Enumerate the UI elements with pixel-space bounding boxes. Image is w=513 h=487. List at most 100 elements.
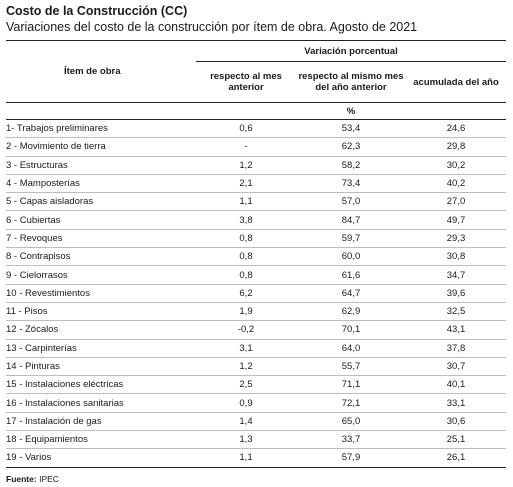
annual-value-cell: 61,6	[296, 265, 406, 285]
item-name-cell: 19 - Varios	[6, 448, 196, 468]
cumulative-variation-header: acumulada del año	[413, 76, 499, 88]
cumulative-value-cell: 29,8	[406, 137, 507, 157]
annual-value-cell: 33,7	[296, 430, 406, 449]
monthly-value-cell: 0,6	[196, 118, 296, 138]
table-row: 11 - Pisos 1,9 62,9 32,5	[6, 301, 507, 321]
item-name-cell: 10 - Revestimientos	[6, 283, 196, 303]
cumulative-value-cell: 25,1	[406, 430, 507, 449]
cumulative-value-cell: 30,2	[406, 155, 507, 175]
table-row: 18 - Equipamientos 1,3 33,7 25,1	[6, 430, 507, 449]
item-name-cell: 6 - Cubiertas	[6, 210, 196, 230]
table-row: 5 - Capas aisladoras 1,1 57,0 27,0	[6, 192, 507, 211]
table-row: 6 - Cubiertas 3,8 84,7 49,7	[6, 210, 507, 230]
item-name-cell: 14 - Pinturas	[6, 356, 196, 376]
table-row: 15 - Instalaciones eléctricas 2,5 71,1 40,1	[6, 375, 507, 394]
annual-value-cell: 57,9	[296, 448, 406, 468]
table-row: 13 - Carpinterías 3,1 64,0 37,8	[6, 338, 507, 358]
monthly-value-cell: -	[196, 137, 296, 157]
source-note: Fuente: IPEC	[6, 474, 507, 484]
cumulative-value-cell: 24,6	[406, 118, 507, 138]
annual-value-cell: 58,2	[296, 155, 406, 175]
item-name-cell: 18 - Equipamientos	[6, 430, 196, 449]
cumulative-value-cell: 40,2	[406, 173, 507, 193]
table-row: 9 - Cielorrasos 0,8 61,6 34,7	[6, 265, 507, 285]
source-value: IPEC	[39, 473, 59, 484]
monthly-value-cell: -0,2	[196, 320, 296, 340]
cost-variation-table: Ítem de obra Variación porcentual respec…	[6, 40, 507, 468]
annual-value-cell: 73,4	[296, 173, 406, 193]
monthly-value-cell: 6,2	[196, 283, 296, 303]
annual-value-cell: 62,3	[296, 137, 406, 157]
variation-group-header: Variación porcentual	[196, 40, 507, 62]
item-name-cell: 3 - Estructuras	[6, 155, 196, 175]
table-row: 12 - Zócalos -0,2 70,1 43,1	[6, 320, 507, 340]
annual-value-cell: 55,7	[296, 356, 406, 376]
cumulative-value-cell: 26,1	[406, 448, 507, 468]
monthly-value-cell: 1,9	[196, 301, 296, 321]
monthly-value-cell: 3,8	[196, 210, 296, 230]
monthly-variation-header: respecto al mes anterior	[210, 71, 282, 93]
item-name-cell: 5 - Capas aisladoras	[6, 192, 196, 211]
monthly-value-cell: 1,1	[196, 192, 296, 211]
item-name-cell: 9 - Cielorrasos	[6, 265, 196, 285]
table-body: 1- Trabajos preliminares 0,6 53,4 24,6 2 - M…	[6, 118, 507, 468]
monthly-value-cell: 2,1	[196, 173, 296, 193]
annual-value-cell: 62,9	[296, 301, 406, 321]
cumulative-value-cell: 29,3	[406, 228, 507, 248]
item-name-cell: 7 - Revoques	[6, 228, 196, 248]
annual-value-cell: 64,0	[296, 338, 406, 358]
item-name-cell: 4 - Mamposterías	[6, 173, 196, 193]
cumulative-value-cell: 34,7	[406, 265, 507, 285]
cumulative-value-cell: 37,8	[406, 338, 507, 358]
cumulative-value-cell: 32,5	[406, 301, 507, 321]
source-label: Fuente:	[6, 473, 37, 484]
cumulative-value-cell: 33,1	[406, 393, 507, 413]
cumulative-value-cell: 30,7	[406, 356, 507, 376]
table-row: 2 - Movimiento de tierra -62,3 29,8	[6, 137, 507, 157]
annual-value-cell: 53,4	[296, 118, 406, 138]
cumulative-value-cell: 27,0	[406, 192, 507, 211]
item-name-cell: 16 - Instalaciones sanitarias	[6, 393, 196, 413]
table-row: 3 - Estructuras 1,2 58,2 30,2	[6, 155, 507, 175]
item-name-cell: 1- Trabajos preliminares	[6, 118, 196, 138]
monthly-value-cell: 3,1	[196, 338, 296, 358]
document-title: Costo de la Construcción (CC)	[6, 4, 188, 18]
item-name-cell: 2 - Movimiento de tierra	[6, 137, 196, 157]
table-row: 14 - Pinturas 1,2 55,7 30,7	[6, 356, 507, 376]
cumulative-value-cell: 49,7	[406, 210, 507, 230]
item-name-cell: 12 - Zócalos	[6, 320, 196, 340]
monthly-value-cell: 0,8	[196, 265, 296, 285]
item-name-cell: 8 - Contrapisos	[6, 247, 196, 266]
annual-value-cell: 57,0	[296, 192, 406, 211]
document-subtitle: Variaciones del costo de la construcción…	[6, 20, 418, 34]
cumulative-value-cell: 40,1	[406, 375, 507, 394]
monthly-value-cell: 0,8	[196, 247, 296, 266]
table-row: 7 - Revoques 0,8 59,7 29,3	[6, 228, 507, 248]
annual-value-cell: 72,1	[296, 393, 406, 413]
table-row: 10 - Revestimientos 6,2 64,7 39,6	[6, 283, 507, 303]
cumulative-value-cell: 39,6	[406, 283, 507, 303]
annual-value-cell: 65,0	[296, 411, 406, 431]
cumulative-value-cell: 43,1	[406, 320, 507, 340]
annual-value-cell: 70,1	[296, 320, 406, 340]
monthly-value-cell: 1,2	[196, 356, 296, 376]
table-row: 8 - Contrapisos 0,8 60,0 30,8	[6, 247, 507, 266]
unit-label: %	[296, 102, 406, 120]
cumulative-value-cell: 30,6	[406, 411, 507, 431]
table-row: 1- Trabajos preliminares 0,6 53,4 24,6	[6, 118, 507, 138]
monthly-value-cell: 1,4	[196, 411, 296, 431]
annual-value-cell: 64,7	[296, 283, 406, 303]
item-name-cell: 17 - Instalación de gas	[6, 411, 196, 431]
item-name-cell: 13 - Carpinterías	[6, 338, 196, 358]
monthly-value-cell: 2,5	[196, 375, 296, 394]
item-name-cell: 11 - Pisos	[6, 301, 196, 321]
monthly-value-cell: 1,1	[196, 448, 296, 468]
cumulative-value-cell: 30,8	[406, 247, 507, 266]
item-column-header: Ítem de obra	[6, 40, 196, 103]
table-row: 16 - Instalaciones sanitarias 0,9 72,1 33,1	[6, 393, 507, 413]
monthly-value-cell: 0,9	[196, 393, 296, 413]
monthly-value-cell: 1,2	[196, 155, 296, 175]
annual-value-cell: 71,1	[296, 375, 406, 394]
table-row: 19 - Varios 1,1 57,9 26,1	[6, 448, 507, 468]
annual-variation-header: respecto al mismo mes del año anterior	[298, 71, 404, 93]
